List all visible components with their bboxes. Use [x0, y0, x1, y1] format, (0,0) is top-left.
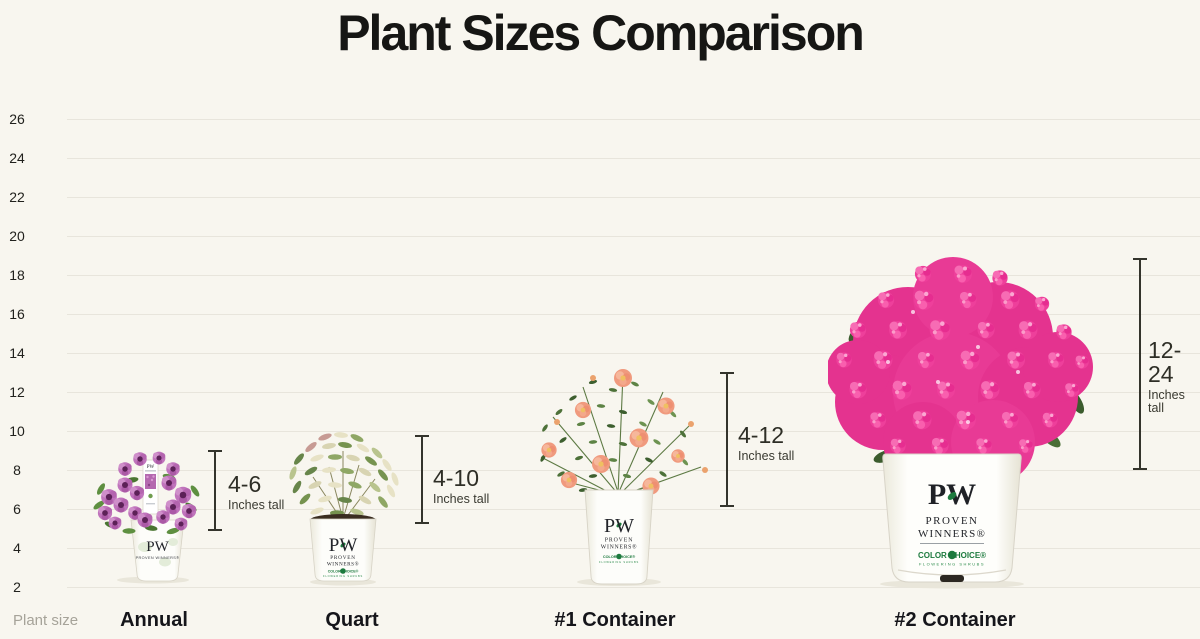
- gridline: [67, 119, 1200, 120]
- gridline: [67, 197, 1200, 198]
- color-choice-leaf-icon: [947, 550, 957, 560]
- color-choice-leaf-icon: [340, 568, 346, 574]
- y-tick-label: 6: [13, 501, 21, 517]
- pot: PW PROVEN WINNERS® COLOR CHOICE® FLOWERI…: [584, 489, 654, 585]
- gridline: [67, 587, 1200, 588]
- pot-brand-color-choice: COLOR CHOICE®: [328, 570, 359, 574]
- y-tick-label: 10: [9, 423, 25, 439]
- y-tick-label: 4: [13, 540, 21, 556]
- y-tick-label: 26: [9, 111, 25, 127]
- pot-brand-pw: PW: [604, 515, 634, 537]
- pot-brand-proven-winners: PROVEN WINNERS®: [136, 556, 180, 560]
- pot: PW PROVEN WINNERS® COLOR CHOICE® FLOWERI…: [309, 518, 377, 582]
- category-label-container1: #1 Container: [554, 609, 676, 631]
- plant-illustration-quart: PW PROVEN WINNERS® COLOR CHOICE® FLOWERI…: [287, 431, 401, 586]
- pot-brand-flowering-shrubs: FLOWERING SHRUBS: [323, 574, 363, 578]
- pot-brand-color-choice: COLOR CHOICE®: [603, 555, 636, 559]
- pot-brand-winners: WINNERS®: [918, 528, 986, 540]
- pot-brand-pw: PW: [146, 539, 169, 555]
- color-choice-leaf-icon: [616, 553, 622, 560]
- height-range-units: Inches tall: [738, 449, 795, 464]
- y-tick-label: 20: [9, 228, 25, 244]
- plant-illustration-annual: PW PROVEN WINNERS® PW: [92, 451, 201, 584]
- pot-brand-proven: PROVEN: [605, 538, 634, 544]
- height-range-annotation: 4-12 Inches tall: [738, 423, 794, 463]
- pot: PW PROVEN WINNERS® COLOR CHOICE® FLOWERI…: [882, 453, 1022, 583]
- category-label-annual: Annual: [120, 609, 188, 631]
- height-range-value: 12-24: [1148, 337, 1182, 388]
- foliage: [539, 375, 708, 495]
- pw-leaf-icon: [947, 492, 957, 500]
- y-tick-label: 22: [9, 189, 25, 205]
- plant-illustration-container1: PW PROVEN WINNERS® COLOR CHOICE® FLOWERI…: [539, 369, 708, 586]
- gridline: [67, 158, 1200, 159]
- x-axis-title: Plant size: [13, 612, 79, 629]
- height-range-annotation: 4-6 Inches tall: [228, 472, 284, 512]
- gridline: [67, 392, 1200, 393]
- pot-brand-proven: PROVEN: [330, 555, 356, 561]
- chart-title: Plant Sizes Comparison: [337, 5, 865, 61]
- gridline: [67, 275, 1200, 276]
- height-range-value: 4-12: [738, 422, 785, 448]
- flower-mass-base: [828, 257, 1093, 484]
- y-tick-label: 2: [13, 579, 21, 595]
- plant-tag: PW: [142, 459, 159, 515]
- plant-illustration-container2: PW PROVEN WINNERS® COLOR CHOICE® FLOWERI…: [828, 257, 1094, 589]
- pot-brand-pw: PW: [329, 535, 358, 556]
- flower-cluster: [836, 265, 1089, 475]
- pot-brand-color-choice: COLOR CHOICE®: [918, 551, 986, 560]
- height-range-annotation: 4-10 Inches tall: [433, 466, 489, 506]
- height-range-units: Inches tall: [1148, 388, 1185, 416]
- height-range-units: Inches tall: [228, 498, 285, 513]
- height-range-units: Inches tall: [433, 492, 490, 507]
- height-range-value: 4-10: [433, 465, 480, 491]
- height-measure-line: [1133, 258, 1147, 470]
- y-tick-label: 12: [9, 384, 25, 400]
- y-tick-label: 14: [9, 345, 25, 361]
- pot-brand-flowering-shrubs: FLOWERING SHRUBS: [599, 560, 639, 564]
- pot-brand-winners: WINNERS®: [327, 561, 359, 568]
- height-range-annotation: 12-24 Inches tall: [1148, 338, 1200, 416]
- category-label-container2: #2 Container: [894, 609, 1016, 631]
- pot: PW PROVEN WINNERS®: [130, 519, 185, 582]
- height-measure-line: [208, 450, 222, 531]
- gridline: [67, 470, 1200, 471]
- pot-brand-flowering-shrubs: FLOWERING SHRUBS: [919, 562, 985, 567]
- height-range-value: 4-6: [228, 471, 262, 497]
- gridline: [67, 314, 1200, 315]
- y-tick-label: 18: [9, 267, 25, 283]
- tag-brand-pw: PW: [147, 465, 155, 470]
- gridline: [67, 353, 1200, 354]
- foliage: [287, 431, 401, 520]
- pot-brand-proven: PROVEN: [925, 515, 978, 527]
- category-label-quart: Quart: [325, 609, 379, 631]
- y-tick-label: 16: [9, 306, 25, 322]
- y-tick-label: 8: [13, 462, 21, 478]
- height-measure-line: [720, 372, 734, 507]
- pot-brand-winners: WINNERS®: [601, 544, 637, 551]
- gridline: [67, 236, 1200, 237]
- height-measure-line: [415, 435, 429, 524]
- y-tick-label: 24: [9, 150, 25, 166]
